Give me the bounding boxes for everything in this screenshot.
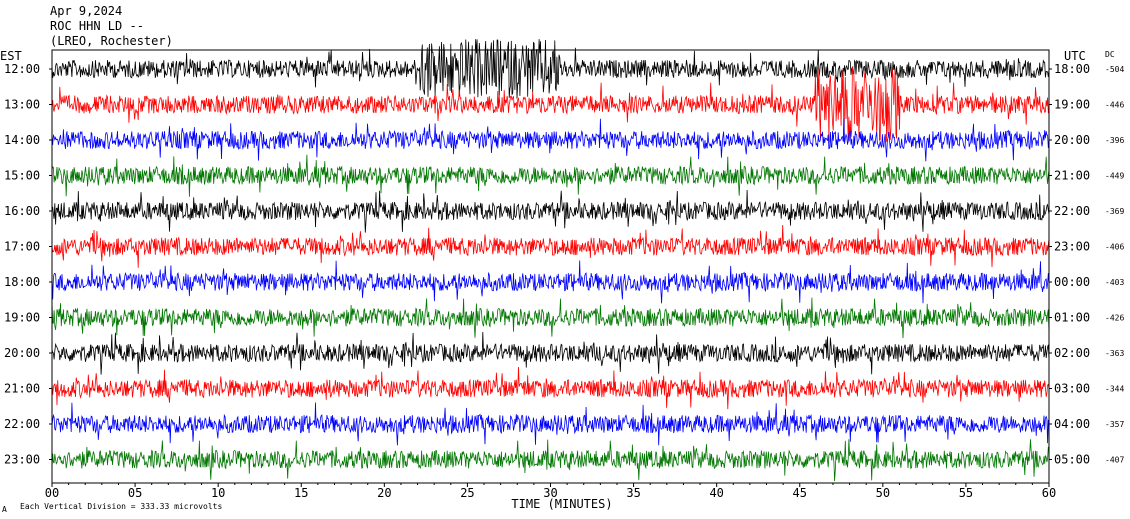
utc-hour-label: 22:00 <box>1054 204 1090 218</box>
trace-1300 <box>51 66 1050 143</box>
x-tick-label: 25 <box>460 486 474 500</box>
utc-hour-label: 05:00 <box>1054 453 1090 467</box>
dc-offset-value: -363 <box>1105 349 1124 358</box>
station-location: (LREO, Rochester) <box>50 34 173 48</box>
utc-axis-label: UTC <box>1064 49 1086 63</box>
est-hour-label: 17:00 <box>4 240 40 254</box>
dc-column-label: DC <box>1105 50 1115 59</box>
est-hour-label: 13:00 <box>4 98 40 112</box>
est-hour-label: 23:00 <box>4 453 40 467</box>
x-tick-label: 15 <box>294 486 308 500</box>
x-tick-label: 35 <box>626 486 640 500</box>
dc-offset-value: -446 <box>1105 101 1124 110</box>
trace-1900 <box>51 297 1050 339</box>
utc-hour-label: 04:00 <box>1054 417 1090 431</box>
dc-offset-value: -426 <box>1105 314 1124 323</box>
est-hour-label: 19:00 <box>4 311 40 325</box>
utc-hour-label: 03:00 <box>1054 382 1090 396</box>
est-hour-label: 22:00 <box>4 417 40 431</box>
est-hour-label: 16:00 <box>4 204 40 218</box>
trace-2100 <box>51 366 1050 410</box>
trace-1400 <box>51 118 1050 162</box>
est-hour-label: 18:00 <box>4 275 40 289</box>
x-tick-label: 10 <box>211 486 225 500</box>
trace-2200 <box>51 402 1050 446</box>
est-axis-label: EST <box>0 49 22 63</box>
est-hour-label: 20:00 <box>4 346 40 360</box>
row-labels: 12:00 18:00 -504 13:00 19:00 -446 14:00 20:00 -3… <box>4 62 1124 467</box>
trace-1800 <box>51 260 1050 304</box>
x-tick-label: 60 <box>1042 486 1056 500</box>
dc-offset-value: -449 <box>1105 172 1124 181</box>
utc-hour-label: 19:00 <box>1054 98 1090 112</box>
utc-hour-label: 01:00 <box>1054 311 1090 325</box>
x-axis-label: TIME (MINUTES) <box>511 497 612 511</box>
utc-hour-label: 02:00 <box>1054 346 1090 360</box>
x-tick-label: 40 <box>709 486 723 500</box>
x-tick-label: 20 <box>377 486 391 500</box>
x-tick-label: 45 <box>793 486 807 500</box>
dc-offset-value: -396 <box>1105 136 1124 145</box>
x-axis: 00 05 10 15 20 25 30 35 40 45 50 55 60 <box>45 483 1056 500</box>
dc-offset-value: -369 <box>1105 207 1124 216</box>
utc-hour-label: 21:00 <box>1054 169 1090 183</box>
dc-offset-value: -357 <box>1105 420 1124 429</box>
dc-offset-value: -504 <box>1105 65 1124 74</box>
x-tick-label: 55 <box>959 486 973 500</box>
utc-hour-label: 00:00 <box>1054 275 1090 289</box>
station-date: Apr 9,2024 <box>50 4 123 18</box>
dc-offset-value: -403 <box>1105 278 1124 287</box>
trace-2000 <box>51 331 1050 375</box>
utc-hour-label: 23:00 <box>1054 240 1090 254</box>
est-hour-label: 12:00 <box>4 62 40 76</box>
trace-1500 <box>51 154 1050 197</box>
scale-note: Each Vertical Division = 333.33 microvol… <box>20 502 223 511</box>
est-hour-label: 21:00 <box>4 382 40 396</box>
x-tick-label: 30 <box>543 486 557 500</box>
trace-group <box>51 39 1050 482</box>
est-hour-label: 15:00 <box>4 169 40 183</box>
utc-hour-label: 20:00 <box>1054 133 1090 147</box>
dc-offset-value: -407 <box>1105 456 1124 465</box>
x-tick-label: 00 <box>45 486 59 500</box>
est-hour-label: 14:00 <box>4 133 40 147</box>
trace-2300 <box>51 439 1050 482</box>
footer-mark: A <box>2 505 7 514</box>
dc-offset-value: -406 <box>1105 243 1124 252</box>
trace-1600 <box>51 189 1050 233</box>
trace-1200 <box>51 39 1050 99</box>
utc-hour-label: 18:00 <box>1054 62 1090 76</box>
dc-offset-value: -344 <box>1105 385 1124 394</box>
x-tick-label: 50 <box>876 486 890 500</box>
x-tick-label: 05 <box>128 486 142 500</box>
station-channel: ROC HHN LD -- <box>50 19 144 33</box>
trace-1700 <box>51 224 1050 268</box>
